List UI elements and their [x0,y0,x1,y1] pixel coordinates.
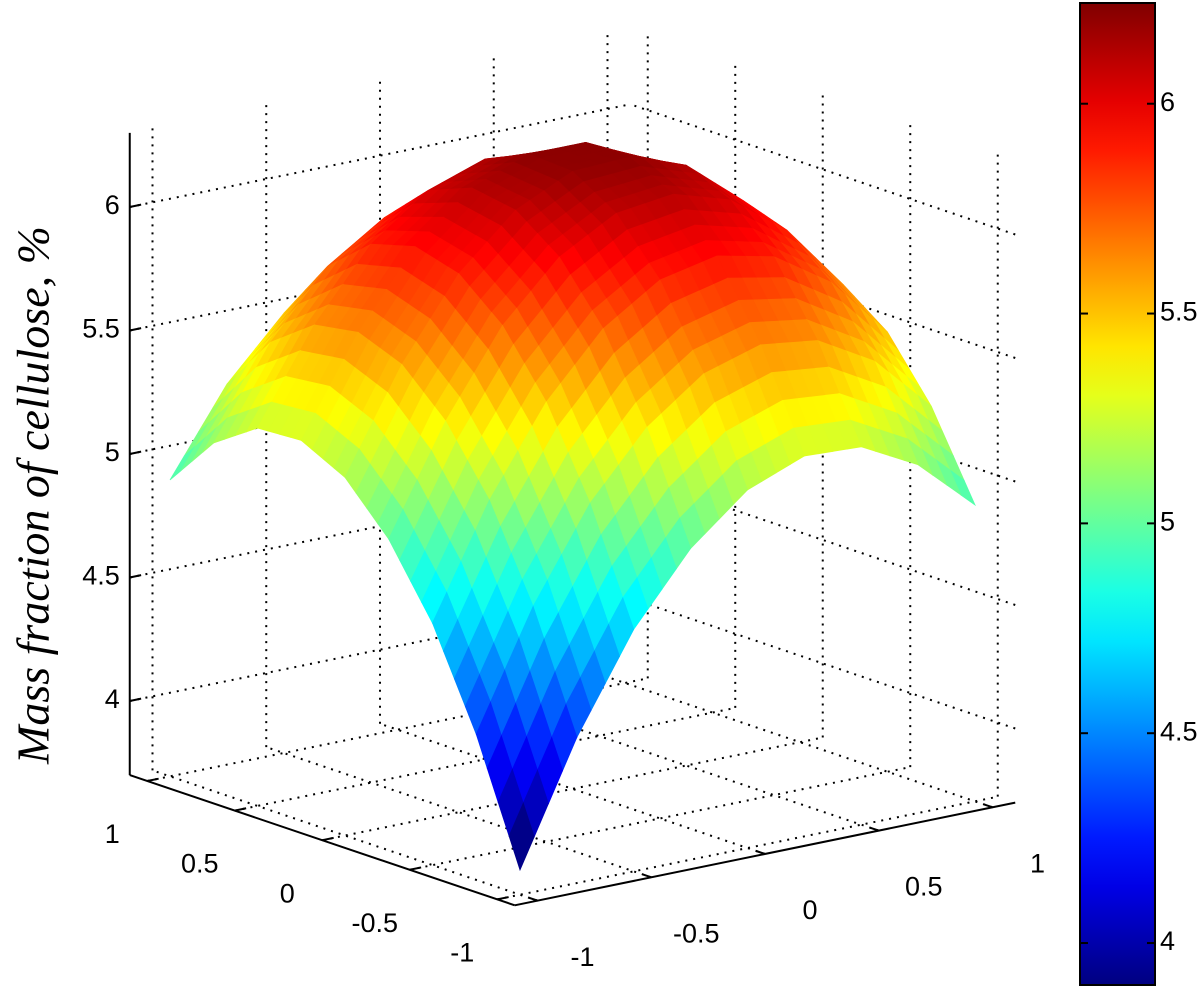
colorbar-tick-label: 5 [1160,507,1175,537]
z-tick [129,203,142,208]
x-tick-label: 0 [802,895,817,925]
x-tick [983,803,993,809]
x-tick [869,826,880,832]
x-tick-label: 1 [1030,848,1045,878]
y-tick-label: 0 [280,878,295,908]
z-tick [129,574,142,579]
x-tick [528,896,538,902]
colorbar-tick-label: 5.5 [1160,297,1198,327]
x-tick [755,850,766,855]
colorbar [1079,2,1156,986]
z-tick-label: 5 [105,437,120,467]
grid-line [409,766,911,871]
z-tick [129,327,142,332]
grid-line [322,736,823,842]
y-tick [234,807,247,812]
y-tick [322,836,334,842]
grid-line [607,676,993,809]
grid-line [152,769,538,902]
y-tick [497,896,509,901]
y-tick-label: -0.5 [351,908,398,938]
surface-patch [169,446,196,481]
surface-patch [508,802,535,872]
grid-line [629,597,1016,730]
z-tick-label: 4.5 [82,561,120,591]
y-tick [147,777,159,782]
grid-line [129,103,631,208]
colorbar-tick-label: 6 [1160,87,1175,117]
z-tick [129,697,142,702]
x-tick [642,873,652,879]
y-tick-label: 1 [105,819,120,849]
grid-line [497,795,998,901]
y-tick-label: -1 [450,938,474,968]
x-tick-label: 0.5 [905,872,943,902]
z-axis-label: Mass fraction of cellulose, % [8,226,59,765]
z-tick-label: 6 [105,190,120,220]
y-tick-label: 0.5 [181,849,219,879]
z-tick-label: 4 [105,684,120,714]
x-tick-label: -0.5 [673,918,720,948]
grid-line [265,746,652,879]
x-tick-label: -1 [570,942,594,972]
z-tick-label: 5.5 [82,314,120,344]
y-tick [409,866,422,871]
colorbar-tick-label: 4 [1160,926,1175,956]
colorbar-tick-label: 4.5 [1160,716,1198,746]
grid-line [234,706,736,812]
z-tick [129,450,142,455]
